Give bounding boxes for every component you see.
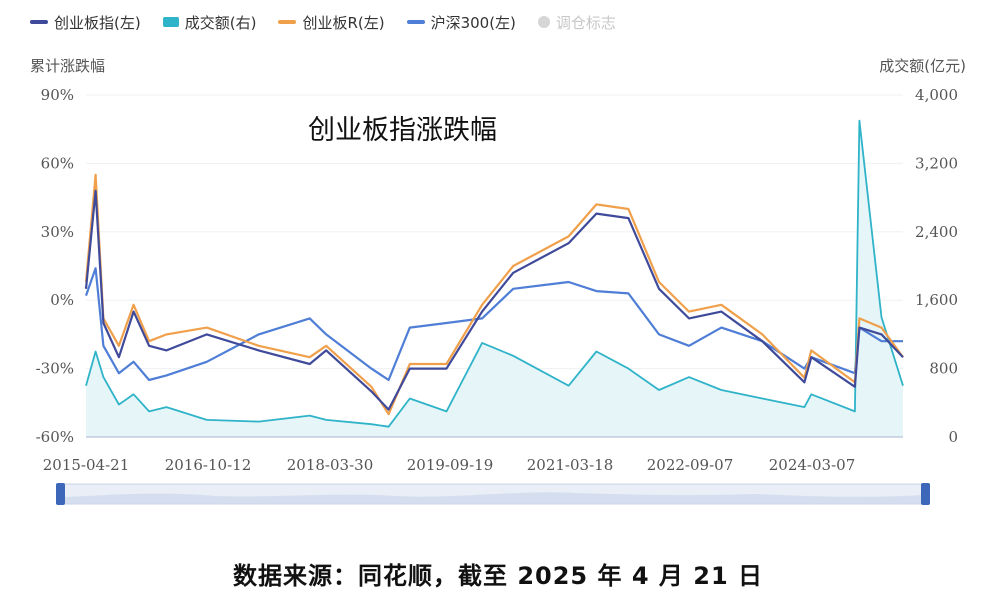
grid-lines (86, 94, 903, 370)
left-tick-label: -30% (36, 360, 74, 378)
source-note: 数据来源：同花顺，截至 2025 年 4 月 21 日 (232, 562, 764, 590)
series-layer (84, 119, 904, 437)
legend-label: 创业板R(左) (302, 13, 385, 32)
series-line (84, 173, 904, 416)
slider-handle-right[interactable] (921, 483, 930, 505)
legend-label: 沪深300(左) (430, 13, 516, 32)
left-axis-title: 累计涨跌幅 (30, 57, 106, 75)
right-tick-label: 4,000 (915, 86, 958, 104)
legend-swatch-icon (278, 20, 297, 24)
legend-label: 成交额(右) (184, 13, 257, 32)
x-tick-label: 2015-04-21 (43, 456, 129, 474)
volume-area (86, 120, 903, 437)
legend-label: 调仓标志 (555, 13, 616, 32)
slider-track (56, 483, 930, 505)
x-axis-ticks: 2015-04-21 2016-10-12 2018-03-30 2019-09-19… (43, 456, 855, 474)
right-tick-label: 1,600 (915, 291, 958, 309)
left-tick-label: 30% (41, 223, 74, 241)
legend-swatch-icon (30, 20, 48, 24)
right-tick-label: 0 (948, 428, 958, 446)
x-tick-label: 2016-10-12 (165, 456, 251, 474)
right-tick-label: 2,400 (915, 223, 958, 241)
legend-item-4[interactable]: 调仓标志 (537, 12, 616, 33)
right-axis-ticks: 4,000 3,200 2,400 1,600 800 0 (915, 86, 958, 446)
legend-label: 创业板指(左) (54, 13, 141, 32)
chart-legend: 创业板指(左) 成交额(右) 创业板R(左) 沪深300(左) 调仓标志 (30, 10, 616, 34)
left-tick-label: 90% (41, 86, 74, 104)
time-range-slider[interactable] (56, 481, 930, 507)
chart-title: 创业板指涨跌幅 (308, 115, 497, 146)
left-tick-label: 60% (41, 154, 74, 172)
legend-item-0[interactable]: 创业板指(左) (30, 12, 141, 33)
legend-swatch-icon (537, 16, 550, 28)
left-tick-label: -60% (36, 428, 74, 446)
legend-item-1[interactable]: 成交额(右) (162, 12, 257, 33)
left-axis-ticks: 90% 60% 30% 0% -30% -60% (36, 86, 74, 446)
legend-item-3[interactable]: 沪深300(左) (406, 12, 516, 33)
x-tick-label: 2019-09-19 (407, 456, 493, 474)
right-axis-title: 成交额(亿元) (879, 57, 966, 75)
x-tick-label: 2018-03-30 (287, 456, 373, 474)
legend-swatch-icon (406, 20, 425, 24)
legend-swatch-icon (162, 17, 179, 27)
x-tick-label: 2024-03-07 (769, 456, 855, 474)
left-tick-label: 0% (50, 291, 74, 309)
legend-item-2[interactable]: 创业板R(左) (278, 12, 385, 33)
volume-line (85, 119, 904, 428)
right-tick-label: 800 (929, 360, 958, 378)
slider-handle-left[interactable] (56, 483, 65, 505)
series-line (84, 189, 904, 411)
x-tick-label: 2022-09-07 (647, 456, 733, 474)
right-tick-label: 3,200 (915, 154, 958, 172)
series-line (84, 267, 903, 382)
x-tick-label: 2021-03-18 (527, 456, 613, 474)
chart-svg: 90% 60% 30% 0% -30% -60% 4,000 3,200 2,400 1,600… (36, 86, 958, 474)
